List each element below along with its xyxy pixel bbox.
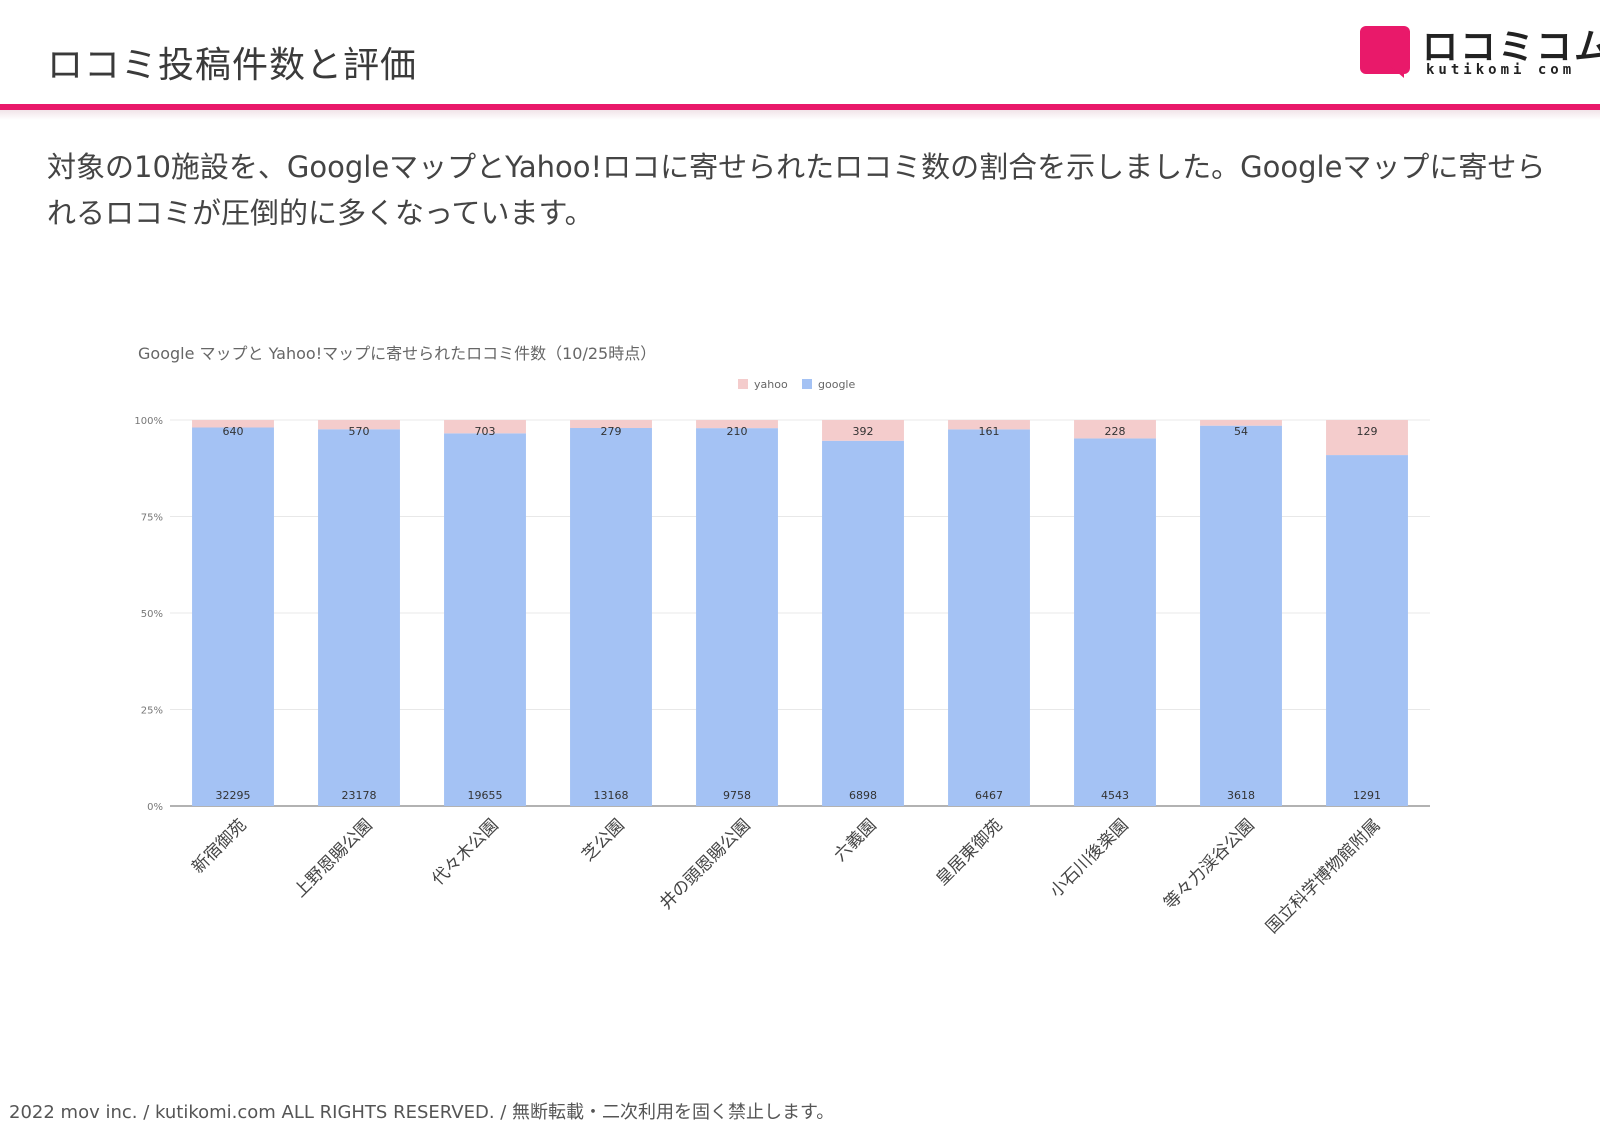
x-category-label: 芝公園 [578, 815, 628, 865]
data-label-google: 4543 [1101, 789, 1129, 802]
data-label-google: 9758 [723, 789, 751, 802]
stacked-bar-chart: 0% 25% 50% 75% 100% yahoo google 32295 640 新宿御苑 23… [134, 378, 1430, 938]
bar-yahoo [318, 420, 400, 430]
bar-google [948, 429, 1030, 806]
logo-subtext: kutikomi com [1426, 62, 1576, 78]
y-tick-label: 100% [134, 416, 163, 427]
bar-google [822, 440, 904, 806]
bar-google [444, 433, 526, 806]
bar-google [570, 428, 652, 806]
data-label-google: 23178 [342, 789, 377, 802]
bar-yahoo [1200, 420, 1282, 426]
data-label-yahoo: 392 [853, 425, 874, 438]
header-accent-line [0, 104, 1600, 110]
bar-google [696, 428, 778, 806]
x-category-label: 井の頭恩賜公園 [656, 815, 754, 913]
legend-swatch-yahoo [738, 379, 748, 389]
x-category-label: 代々木公園 [428, 815, 502, 889]
x-category-label: 皇居東御苑 [932, 815, 1006, 889]
bar-google [192, 427, 274, 806]
x-category-label: 上野恩賜公園 [290, 815, 376, 901]
data-label-yahoo: 703 [475, 425, 496, 438]
data-label-yahoo: 640 [223, 425, 244, 438]
legend-swatch-google [802, 379, 812, 389]
x-category-label: 等々力渓谷公園 [1160, 815, 1258, 913]
data-label-yahoo: 129 [1357, 425, 1378, 438]
y-tick-label: 75% [141, 513, 163, 524]
bar-yahoo [1326, 420, 1408, 456]
slide-title: ロコミ投稿件数と評価 [47, 45, 418, 86]
bar-google [318, 429, 400, 806]
bar-yahoo [192, 420, 274, 428]
data-label-google: 1291 [1353, 789, 1381, 802]
bar-google [1326, 455, 1408, 806]
bar-google [1074, 438, 1156, 806]
intro-text: 対象の10施設を、GoogleマップとYahoo!ロコに寄せられたロコミ数の割合… [47, 150, 1546, 230]
x-category-label: 六義園 [830, 815, 880, 865]
data-label-yahoo: 279 [601, 425, 622, 438]
footer-copyright: 2022 mov inc. / kutikomi.com ALL RIGHTS … [9, 1102, 835, 1123]
y-tick-label: 25% [141, 706, 163, 717]
header-shadow [0, 110, 1600, 120]
y-tick-label: 0% [147, 802, 163, 813]
data-label-google: 32295 [216, 789, 251, 802]
legend-label-google: google [818, 378, 855, 391]
data-label-yahoo: 210 [727, 425, 748, 438]
x-category-label: 新宿御苑 [188, 815, 250, 877]
data-label-google: 13168 [594, 789, 629, 802]
y-tick-label: 50% [141, 609, 163, 620]
data-label-yahoo: 54 [1234, 425, 1248, 438]
data-label-google: 6898 [849, 789, 877, 802]
legend-label-yahoo: yahoo [754, 378, 788, 391]
bar-yahoo [948, 420, 1030, 430]
x-category-label: 小石川後楽園 [1046, 815, 1132, 901]
data-label-google: 6467 [975, 789, 1003, 802]
data-label-google: 19655 [468, 789, 503, 802]
bar-yahoo [570, 420, 652, 429]
bar-yahoo [696, 420, 778, 429]
chart-title: Google マップと Yahoo!マップに寄せられたロコミ件数（10/25時点… [138, 344, 657, 363]
bar-yahoo [1074, 420, 1156, 439]
data-label-yahoo: 161 [979, 425, 1000, 438]
data-label-google: 3618 [1227, 789, 1255, 802]
data-label-yahoo: 228 [1105, 425, 1126, 438]
x-category-label: 国立科学博物館附属 [1262, 815, 1384, 937]
kutikomi-logo: ロコミコム kutikomi com [1360, 24, 1600, 80]
bar-yahoo [444, 420, 526, 434]
logo-wordmark: ロコミコム [1422, 27, 1600, 68]
data-label-yahoo: 570 [349, 425, 370, 438]
bar-yahoo [822, 420, 904, 441]
bar-google [1200, 425, 1282, 806]
logo-bubble-tail-icon [1390, 66, 1404, 78]
